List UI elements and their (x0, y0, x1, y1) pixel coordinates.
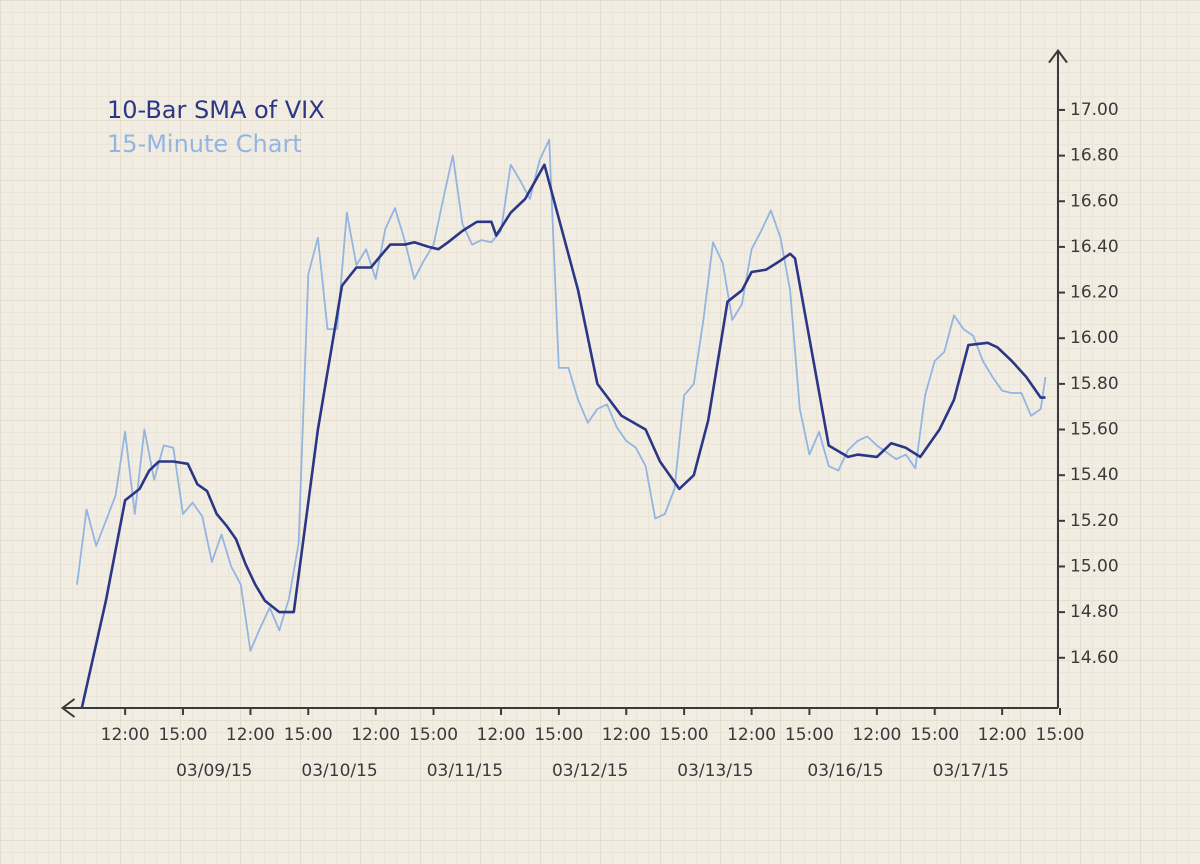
y-tick-label: 16.00 (1070, 328, 1119, 348)
y-tick-label: 15.20 (1070, 511, 1119, 531)
series-line (76, 138, 1047, 652)
x-tick-label: 15:00 (409, 725, 458, 745)
y-tick-label: 15.40 (1070, 465, 1119, 485)
x-tick-label: 12:00 (978, 725, 1027, 745)
y-tick-label: 17.00 (1070, 100, 1119, 120)
x-tick-label: 15:00 (284, 725, 333, 745)
legend-sma: 10-Bar SMA of VIX (107, 96, 325, 124)
date-label: 03/16/15 (807, 761, 883, 781)
date-label: 03/12/15 (552, 761, 628, 781)
x-tick-label: 12:00 (351, 725, 400, 745)
date-label: 03/09/15 (176, 761, 252, 781)
y-tick-label: 15.60 (1070, 420, 1119, 440)
date-label: 03/10/15 (301, 761, 377, 781)
y-tick-label: 14.60 (1070, 648, 1119, 668)
date-label: 03/13/15 (677, 761, 753, 781)
date-label: 03/11/15 (427, 761, 503, 781)
date-label: 03/17/15 (933, 761, 1009, 781)
x-tick-label: 15:00 (1036, 725, 1085, 745)
x-axis-arrow (60, 698, 76, 718)
x-tick-label: 15:00 (534, 725, 583, 745)
series-line (80, 163, 1046, 709)
y-axis-arrow (1048, 48, 1068, 64)
legend-raw: 15-Minute Chart (107, 130, 302, 158)
x-tick-label: 12:00 (477, 725, 526, 745)
y-tick-label: 16.60 (1070, 191, 1119, 211)
y-tick-label: 14.80 (1070, 602, 1119, 622)
y-tick-label: 16.40 (1070, 237, 1119, 257)
y-tick-label: 16.80 (1070, 146, 1119, 166)
x-tick-label: 12:00 (727, 725, 776, 745)
y-tick-label: 15.80 (1070, 374, 1119, 394)
y-tick-label: 16.20 (1070, 283, 1119, 303)
x-tick-label: 12:00 (602, 725, 651, 745)
x-tick-label: 12:00 (101, 725, 150, 745)
x-tick-label: 15:00 (158, 725, 207, 745)
x-tick-label: 12:00 (226, 725, 275, 745)
x-tick-label: 15:00 (910, 725, 959, 745)
y-tick-label: 15.00 (1070, 556, 1119, 576)
x-tick-label: 12:00 (852, 725, 901, 745)
x-tick-label: 15:00 (785, 725, 834, 745)
x-tick-label: 15:00 (660, 725, 709, 745)
